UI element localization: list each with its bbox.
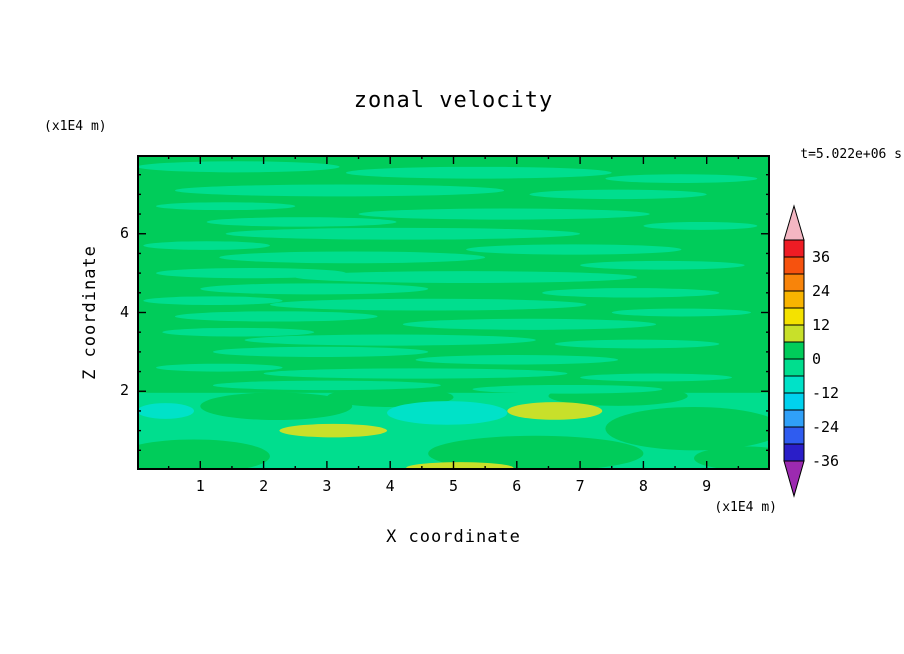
y-tick-label: 6 (119, 223, 129, 242)
x-tick-label: 5 (448, 477, 459, 495)
chart-title: zonal velocity (353, 88, 554, 113)
x-tick-label: 6 (512, 477, 522, 495)
x-tick-label: 3 (322, 477, 332, 495)
y-axis-unit: (x1E4 m) (44, 119, 107, 134)
x-tick-label: 4 (385, 477, 395, 495)
colorbar-tick-label: 0 (812, 350, 822, 368)
y-tick-label: 4 (119, 302, 129, 321)
colorbar (783, 204, 805, 498)
contour-plot-svg (137, 155, 770, 470)
colorbar-tick-label: 24 (812, 282, 831, 300)
colorbar-tick-label: 12 (812, 316, 831, 334)
x-tick-label: 9 (702, 477, 712, 495)
y-axis-label: Z coordinate (80, 245, 100, 380)
x-tick-label: 1 (195, 477, 205, 495)
x-tick-label: 8 (638, 477, 648, 495)
colorbar-tick-label: -24 (812, 418, 840, 436)
colorbar-tick-label: -12 (812, 384, 840, 402)
y-tick-label: 2 (119, 381, 129, 400)
x-axis-label: X coordinate (386, 527, 521, 547)
colorbar-tick-label: 36 (812, 248, 831, 266)
colorbar-tick-label: -36 (812, 452, 840, 470)
plot-area (137, 155, 770, 470)
x-axis-unit: (x1E4 m) (714, 500, 777, 515)
time-annotation: t=5.022e+06 s (800, 147, 902, 162)
x-tick-label: 7 (575, 477, 585, 495)
x-tick-label: 2 (259, 477, 269, 495)
